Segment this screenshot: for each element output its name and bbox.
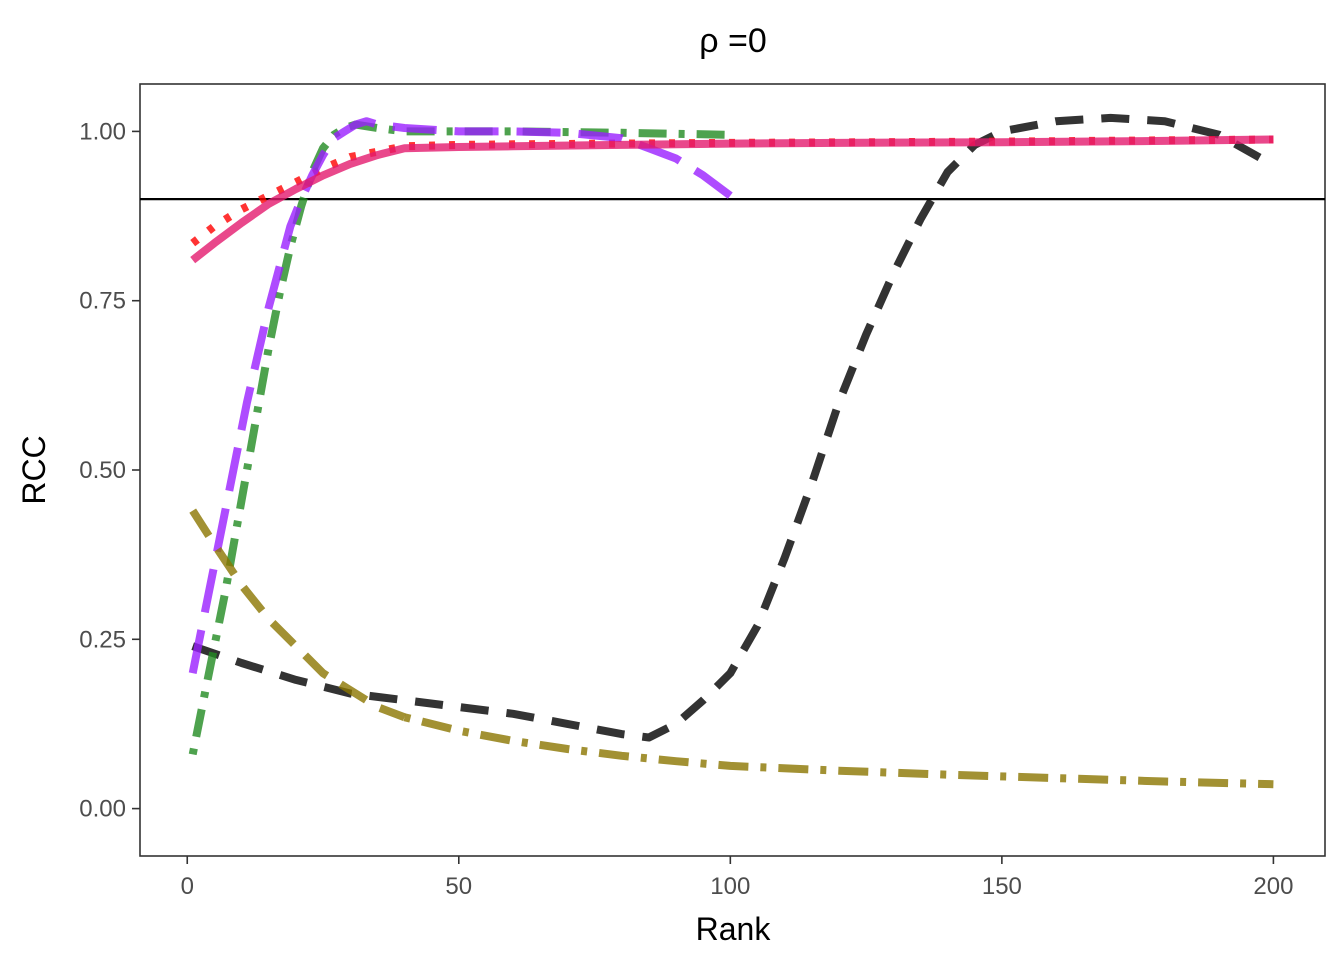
series-line-5-a <box>189 508 406 721</box>
y-axis-title: RCC <box>16 435 52 504</box>
series-line-3 <box>188 117 733 674</box>
chart-title: ρ =0 <box>699 22 767 60</box>
series-line-0 <box>191 113 1276 742</box>
series-line-1 <box>190 135 1274 247</box>
x-axis: 0 50 100 150 200 <box>181 856 1293 900</box>
y-tick-label: 0.50 <box>79 457 126 484</box>
x-tick-label: 50 <box>445 873 472 900</box>
y-tick-label: 0.75 <box>79 288 126 315</box>
series-line-4 <box>190 135 1274 264</box>
y-tick-label: 0.25 <box>79 626 126 653</box>
y-axis: 0.00 0.25 0.50 0.75 1.00 <box>79 118 140 823</box>
x-tick-label: 100 <box>710 873 750 900</box>
y-tick-label: 0.00 <box>79 796 126 823</box>
series-line-5-b <box>403 713 1274 789</box>
plot-area <box>139 83 1326 857</box>
x-tick-label: 150 <box>982 873 1022 900</box>
x-tick-label: 0 <box>181 873 194 900</box>
series-line-2 <box>188 120 731 756</box>
x-axis-title: Rank <box>696 911 772 947</box>
y-tick-label: 1.00 <box>79 118 126 145</box>
x-tick-label: 200 <box>1253 873 1293 900</box>
